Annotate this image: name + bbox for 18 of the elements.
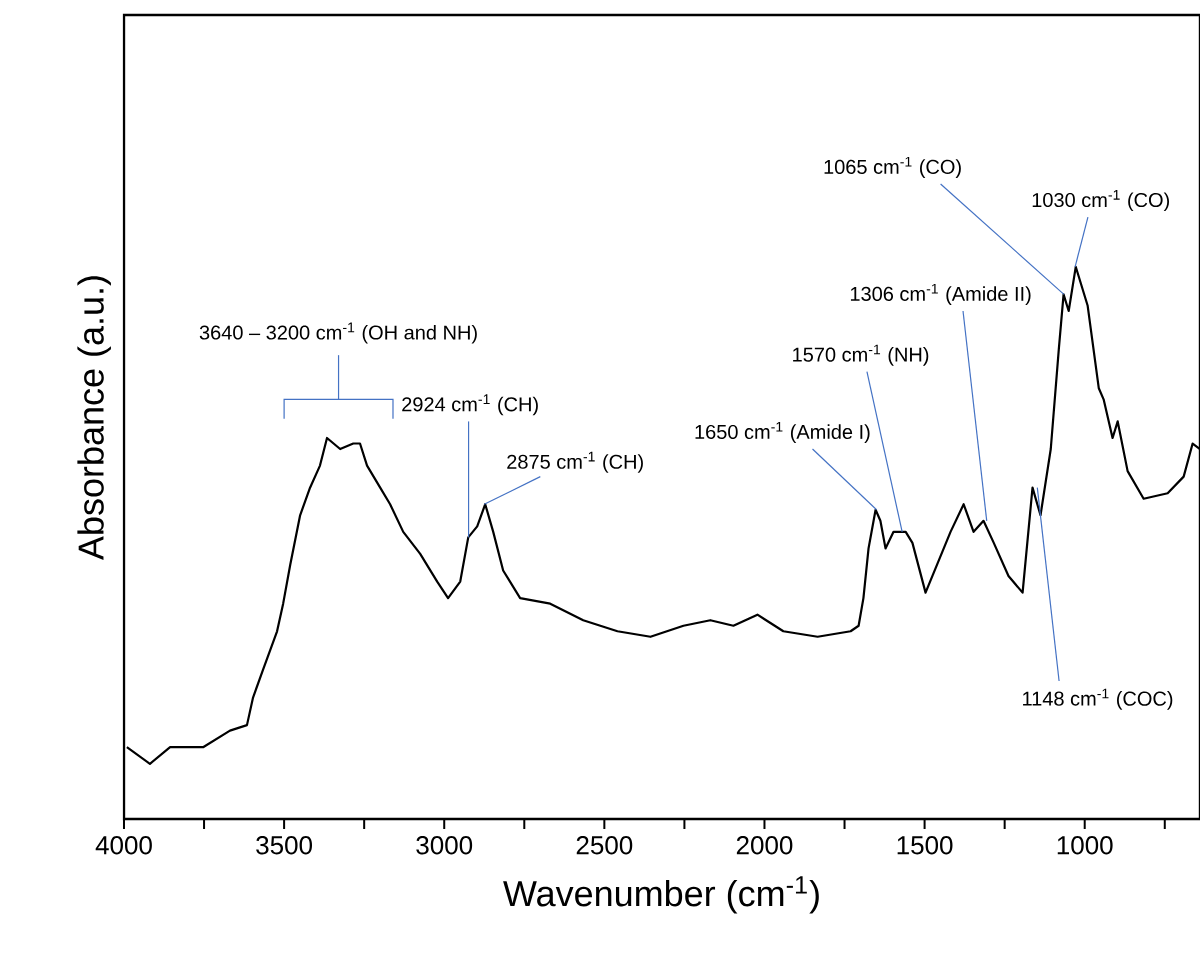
annotation: 1030 cm$^{-1}$ (CO) xyxy=(1032,190,1170,212)
annotation: 2924 cm$^{-1}$ (CH) xyxy=(402,394,538,416)
annotation: 1148 cm$^{-1}$ (COC) xyxy=(1023,688,1173,710)
annotation: 1306 cm$^{-1}$ (Amide II) xyxy=(850,283,1031,305)
x-tick-label: 2500 xyxy=(576,836,633,855)
annotation: 3640 – 3200 cm$^{-1}$ (OH and NH) xyxy=(199,322,477,344)
annotation: 1570 cm$^{-1}$ (NH) xyxy=(793,344,929,366)
x-axis-title: Wavenumber (cm$^{-1}$) xyxy=(503,876,819,914)
x-tick-label: 2000 xyxy=(736,836,793,855)
x-tick-label: 1000 xyxy=(1057,836,1113,855)
annotation: 1065 cm$^{-1}$ (CO) xyxy=(824,156,961,178)
x-tick-label: 1500 xyxy=(897,836,953,855)
y-axis-title: Absorbance (a.u.) xyxy=(77,276,111,561)
x-tick-label: 4000 xyxy=(95,836,152,855)
x-tick-label: 3500 xyxy=(256,836,313,855)
annotation: 2875 cm$^{-1}$ (CH) xyxy=(507,451,643,473)
annotation: 1650 cm$^{-1}$ (Amide I) xyxy=(695,421,870,443)
x-tick-label: 3000 xyxy=(416,836,473,855)
